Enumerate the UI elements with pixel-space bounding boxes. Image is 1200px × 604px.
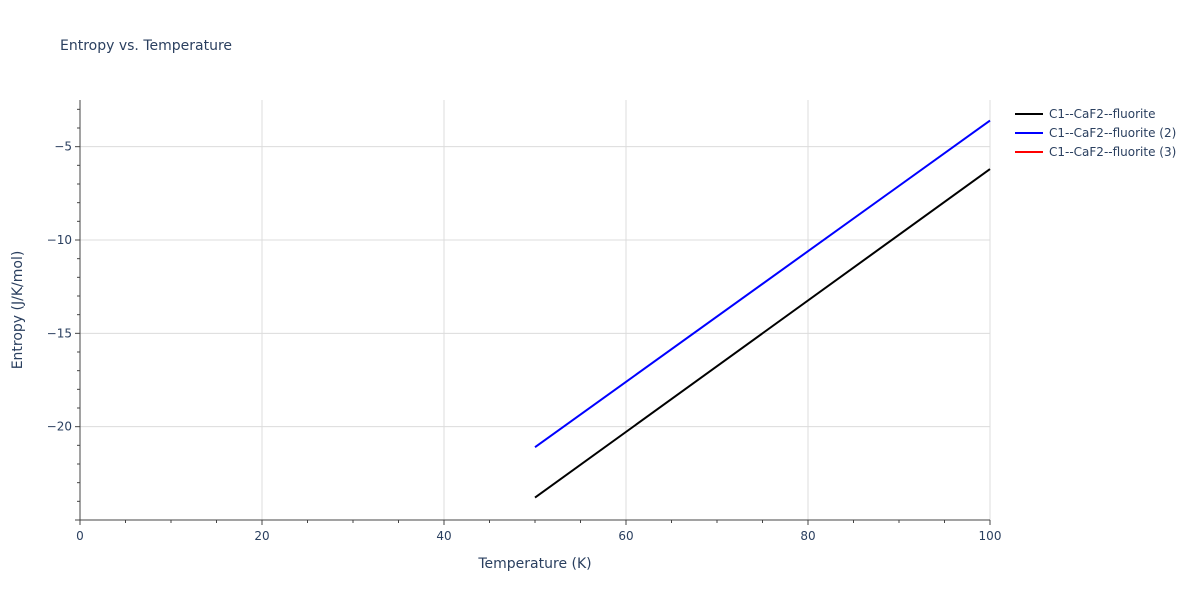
series-layer <box>534 119 991 499</box>
y-tick-label: −20 <box>47 420 72 434</box>
legend-label: C1--CaF2--fluorite (2) <box>1049 126 1176 140</box>
y-axis-title: Entropy (J/K/mol) <box>10 251 26 370</box>
chart-title: Entropy vs. Temperature <box>60 38 232 54</box>
y-tick-label: −10 <box>47 233 72 247</box>
legend-item-1[interactable]: C1--CaF2--fluorite <box>1015 107 1155 121</box>
x-tick-label: 0 <box>76 529 84 543</box>
legend-label: C1--CaF2--fluorite <box>1049 107 1155 121</box>
x-tick-label: 40 <box>436 529 451 543</box>
axis-layer: 0 20 40 60 80 100 −20 −15 −10 −5 <box>47 100 1002 543</box>
x-tick-label: 20 <box>254 529 269 543</box>
legend-item-2[interactable]: C1--CaF2--fluorite (2) <box>1015 126 1176 140</box>
legend-item-3[interactable]: C1--CaF2--fluorite (3) <box>1015 145 1176 159</box>
x-tick-label: 60 <box>618 529 633 543</box>
series-line-2 <box>534 119 991 449</box>
legend-label: C1--CaF2--fluorite (3) <box>1049 145 1176 159</box>
x-axis-title: Temperature (K) <box>477 556 591 572</box>
grid-layer <box>80 100 991 520</box>
y-tick-label: −15 <box>47 326 72 340</box>
x-tick-label: 80 <box>800 529 815 543</box>
x-tick-label: 100 <box>979 529 1002 543</box>
legend[interactable]: C1--CaF2--fluorite C1--CaF2--fluorite (2)… <box>1015 107 1176 159</box>
series-line-1 <box>534 168 991 499</box>
y-tick-label: −5 <box>54 140 72 154</box>
